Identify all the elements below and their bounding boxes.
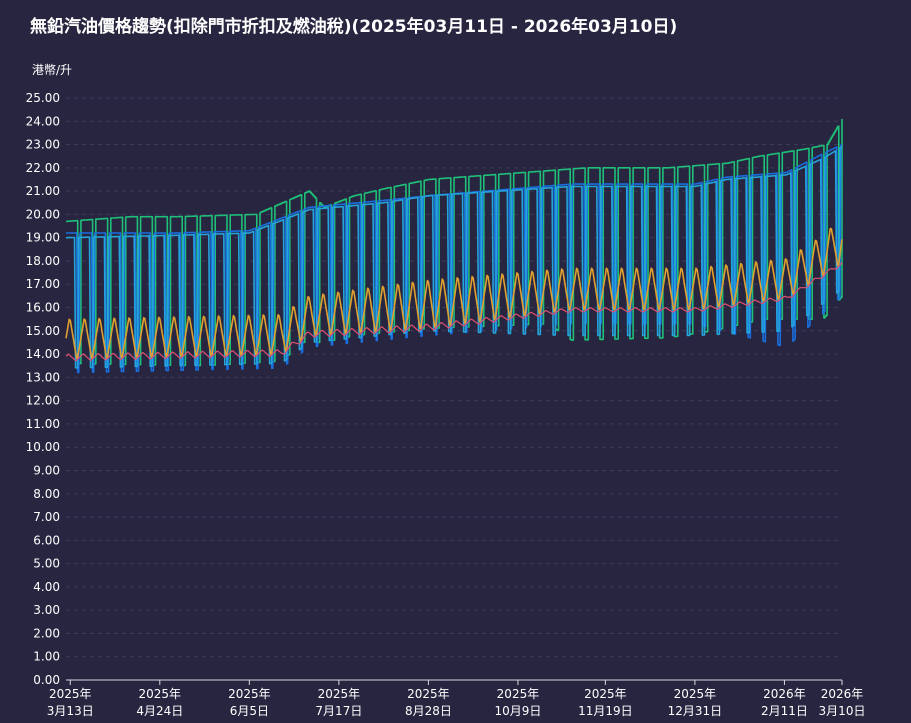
- chart-title: 無鉛汽油價格趨勢(扣除門市折扣及燃油稅)(2025年03月11日 - 2026年…: [30, 17, 678, 37]
- y-tick-label: 17.00: [26, 277, 60, 291]
- x-tick-day: 3月13日: [47, 704, 94, 718]
- y-axis-unit-label: 港幣/升: [32, 63, 73, 77]
- y-tick-label: 13.00: [26, 370, 60, 384]
- series-line-5: [65, 262, 843, 362]
- x-tick-day: 2月11日: [761, 704, 808, 718]
- y-tick-label: 25.00: [26, 91, 60, 105]
- y-tick-label: 16.00: [26, 301, 60, 315]
- y-tick-label: 12.00: [26, 394, 60, 408]
- series-group: [65, 119, 843, 374]
- x-tick-day: 4月24日: [136, 704, 183, 718]
- x-tick-year: 2025年: [584, 687, 627, 701]
- x-tick-year: 2026年: [821, 687, 864, 701]
- y-tick-label: 5.00: [33, 557, 60, 571]
- y-tick-label: 8.00: [33, 487, 60, 501]
- y-tick-label: 14.00: [26, 347, 60, 361]
- x-tick-day: 6月5日: [230, 704, 269, 718]
- y-tick-label: 10.00: [26, 440, 60, 454]
- y-tick-label: 20.00: [26, 207, 60, 221]
- x-tick-year: 2025年: [49, 687, 92, 701]
- x-tick-day: 3月10日: [819, 704, 866, 718]
- x-tick-day: 8月28日: [405, 704, 452, 718]
- y-tick-label: 1.00: [33, 650, 60, 664]
- y-tick-label: 23.00: [26, 138, 60, 152]
- series-line-4: [65, 227, 843, 360]
- x-tick-year: 2026年: [763, 687, 806, 701]
- y-tick-label: 18.00: [26, 254, 60, 268]
- y-tick-label: 15.00: [26, 324, 60, 338]
- series-line-3: [66, 146, 843, 369]
- x-tick-day: 10月9日: [495, 704, 542, 718]
- y-tick-label: 3.00: [33, 603, 60, 617]
- y-tick-label: 21.00: [26, 184, 60, 198]
- y-tick-label: 7.00: [33, 510, 60, 524]
- y-tick-label: 2.00: [33, 626, 60, 640]
- y-axis-ticks: 0.00 1.00 2.00 3.00 4.00 5.00 6.00 7.00 8.00 9.00…: [26, 91, 60, 687]
- x-tick-year: 2025年: [139, 687, 182, 701]
- x-tick-year: 2025年: [228, 687, 271, 701]
- x-tick-year: 2025年: [407, 687, 450, 701]
- y-tick-label: 0.00: [33, 673, 60, 687]
- x-tick-day: 7月17日: [315, 704, 362, 718]
- y-tick-label: 6.00: [33, 533, 60, 547]
- x-tick-year: 2025年: [674, 687, 717, 701]
- series-line-1: [66, 119, 843, 367]
- x-tick-day: 11月19日: [578, 704, 633, 718]
- x-tick-year: 2025年: [318, 687, 361, 701]
- y-tick-label: 19.00: [26, 231, 60, 245]
- y-tick-label: 24.00: [26, 114, 60, 128]
- x-axis: 2025年 3月13日 2025年 4月24日 2025年 6月5日 2025年 7月17日 2…: [47, 679, 866, 718]
- y-tick-label: 4.00: [33, 580, 60, 594]
- y-tick-label: 22.00: [26, 161, 60, 175]
- x-tick-day: 12月31日: [668, 704, 723, 718]
- y-tick-label: 9.00: [33, 463, 60, 477]
- y-tick-label: 11.00: [26, 417, 60, 431]
- x-tick-year: 2025年: [497, 687, 540, 701]
